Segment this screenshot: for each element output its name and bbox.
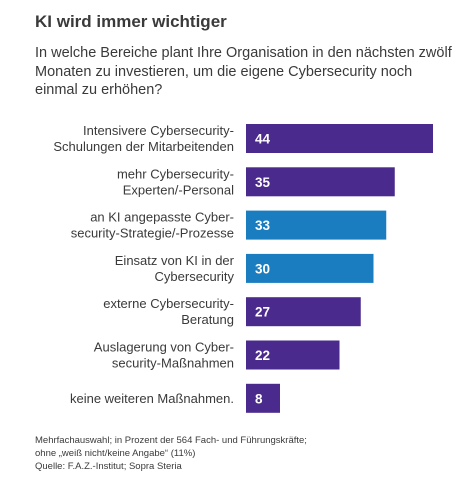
- footnote-line-2: ohne „weiß nicht/keine Angabe“ (11%): [35, 448, 196, 459]
- bar-1: [246, 167, 395, 197]
- bar-value-label-3: 30: [255, 261, 270, 276]
- category-label-4: externe Cybersecurity-Beratung: [103, 296, 234, 327]
- bar-value-label-1: 35: [255, 175, 271, 190]
- bar-4: [246, 297, 361, 327]
- footnote-line-1: Mehrfachauswahl; in Prozent der 564 Fach…: [35, 435, 307, 446]
- chart-subtitle: In welche Bereiche plant Ihre Organisati…: [35, 45, 452, 98]
- bar-5: [246, 340, 340, 370]
- category-label-6: keine weiteren Maßnahmen.: [70, 391, 234, 406]
- bar-value-label-6: 8: [255, 391, 263, 406]
- bar-value-label-4: 27: [255, 305, 270, 320]
- footnote: Mehrfachauswahl; in Prozent der 564 Fach…: [35, 434, 455, 473]
- chart-title: KI wird immer wichtiger: [35, 12, 227, 31]
- bar-6: [246, 383, 280, 413]
- bar-value-label-0: 44: [255, 132, 271, 147]
- bar-2: [246, 210, 387, 240]
- category-label-1: mehr Cybersecurity-Experten/-Personal: [117, 166, 234, 197]
- bar-3: [246, 253, 374, 283]
- bar-0: [246, 124, 433, 153]
- category-label-2: an KI angepasste Cyber-security-Strategi…: [71, 210, 234, 241]
- bar-value-label-5: 22: [255, 348, 270, 363]
- category-label-5: Auslagerung von Cyber-security-Maßnahmen: [94, 340, 234, 371]
- bar-chart: 44 Intensivere Cybersecurity-Schulungen d…: [53, 123, 433, 413]
- bar-value-label-2: 33: [255, 218, 271, 233]
- category-label-3: Einsatz von KI in der Cybersecurity: [115, 253, 235, 284]
- category-label-0: Intensivere Cybersecurity-Schulungen der…: [53, 123, 234, 154]
- footnote-source: Quelle: F.A.Z.-Institut; Sopra Steria: [35, 461, 182, 472]
